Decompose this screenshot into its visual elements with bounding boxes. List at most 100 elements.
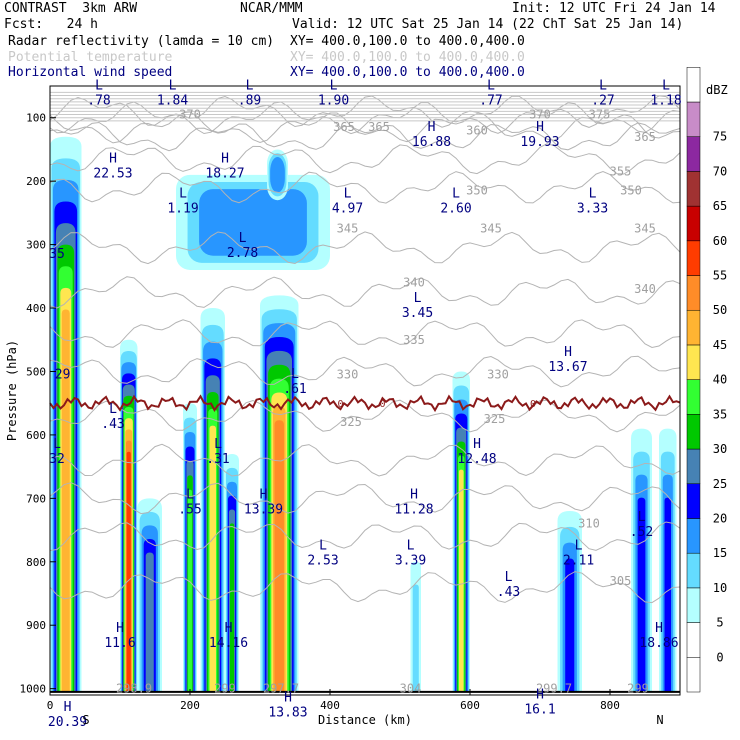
zero-isotherm: 0 0 0	[49, 394, 681, 413]
wind-extremum-30-type: L	[505, 570, 513, 585]
wind-extremum-18-value: .61	[283, 382, 306, 397]
theta-label-25: 304	[400, 682, 422, 696]
wind-extremum-9-type: H	[109, 151, 117, 166]
theta-contour-315	[49, 482, 681, 515]
wind-extremum-16-type: L	[414, 291, 422, 306]
y-tick-label-100: 100	[26, 112, 46, 125]
x-tick-label-0: 0	[47, 699, 54, 712]
wind-extremum-14-value: 3.33	[577, 201, 608, 216]
reflectivity-column-2-band-5	[145, 552, 154, 692]
y-tick-label-700: 700	[26, 492, 46, 505]
colorbar-label-55: 55	[713, 269, 727, 283]
reflectivity-layer-0-band-3	[199, 189, 307, 256]
field-reflectivity-xy: XY= 400.0,100.0 to 400.0,400.0	[290, 34, 525, 49]
reflectivity-column-3-band-7	[188, 489, 192, 692]
colorbar-label-30: 30	[713, 442, 727, 456]
wind-extremum-26-type: L	[638, 510, 646, 525]
reflectivity-column-4-band-8	[209, 425, 216, 692]
y-tick-label-600: 600	[26, 429, 46, 442]
wind-extremum-31-value: 11.6	[104, 636, 135, 651]
y-tick-label-900: 900	[26, 619, 46, 632]
theta-contour-320	[49, 443, 681, 477]
colorbar-label-20: 20	[713, 511, 727, 525]
wind-extremum-15-value: 2.78	[227, 246, 258, 261]
field-theta-name: Potential temperature	[8, 50, 173, 65]
theta-label-10: 345	[337, 222, 359, 236]
wind-extremum-3-value: 1.90	[318, 94, 349, 109]
theta-contour-325	[49, 399, 681, 433]
wind-extremum-1-value: 1.84	[157, 94, 188, 109]
wind-extremum-27-type: L	[319, 538, 327, 553]
wind-extremum-20-type: L	[53, 437, 61, 452]
colorbar-swatch-0	[686, 622, 701, 658]
theta-label-0: 370	[179, 108, 201, 122]
wind-extremum-28-type: L	[407, 538, 415, 553]
y-tick-label-400: 400	[26, 302, 46, 315]
wind-extremum-32-type: H	[225, 621, 233, 636]
y-tick-label-200: 200	[26, 175, 46, 188]
wind-extremum-19-value: .43	[101, 417, 124, 432]
x-axis-title: Distance (km)	[318, 713, 412, 727]
theta-contour-305	[49, 571, 681, 604]
zero-isotherm-label-1: 0	[379, 399, 385, 410]
wind-extremum-22-value: 12.48	[457, 452, 496, 467]
wind-extremum-0-type: L	[95, 79, 103, 94]
wind-extremum-2-type: L	[246, 79, 254, 94]
wind-extremum-12-type: L	[344, 186, 352, 201]
wind-extremum-0-value: .78	[87, 94, 110, 109]
wind-extremum-18-type: L	[291, 367, 299, 382]
wind-extremum-21-type: L	[214, 437, 222, 452]
wind-extremum-34-value: 13.83	[268, 706, 307, 721]
y-tick-label-1000: 1000	[20, 683, 47, 696]
theta-contour-350	[49, 170, 681, 204]
wind-extremum-25-value: 11.28	[394, 503, 433, 518]
plot-border	[49, 85, 681, 696]
theta-label-11: 345	[480, 222, 502, 236]
wind-extremum-24-type: H	[260, 488, 268, 503]
colorbar-label-60: 60	[713, 234, 727, 248]
colorbar-swatch-above	[686, 67, 701, 103]
wind-extremum-2-value: .89	[238, 94, 261, 109]
colorbar-swatch-40	[686, 344, 701, 380]
wind-extremum-17-type: H	[564, 345, 572, 360]
colorbar-swatch-25	[686, 448, 701, 485]
x-tick-label-400: 400	[320, 699, 340, 712]
y-tick-label-500: 500	[26, 365, 46, 378]
wind-extremum-6-value: 1.18	[650, 94, 681, 109]
wind-extremum-10-type: H	[221, 151, 229, 166]
wind-extremum-20-value: 32	[49, 452, 65, 467]
theta-label-24: 297.7	[263, 682, 299, 696]
theta-label-7: 355	[610, 165, 632, 179]
field-wind-name: Horizontal wind speed	[8, 65, 173, 80]
wind-extremum-29-value: 2.11	[563, 553, 594, 568]
colorbar-swatch-55	[686, 240, 701, 276]
theta-contour-330	[49, 355, 681, 388]
colorbar-unit: dBZ	[706, 83, 728, 97]
theta-label-27: 299	[627, 682, 649, 696]
partial-label-0: 35	[49, 247, 65, 262]
wind-extremum-12-value: 4.97	[332, 201, 363, 216]
colorbar-swatch-20	[686, 483, 701, 519]
colorbar-swatch-5	[686, 587, 701, 623]
wind-extremum-25-type: H	[410, 488, 418, 503]
end-label-north: N	[656, 713, 663, 727]
theta-label-5: 375	[589, 108, 611, 122]
theta-label-12: 345	[634, 222, 656, 236]
wind-extremum-4-value: .77	[479, 94, 502, 109]
colorbar-swatch-60	[686, 205, 701, 242]
theta-label-1: 365	[333, 120, 355, 134]
theta-label-22: 298.9	[116, 682, 152, 696]
colorbar-swatch-70	[686, 136, 701, 172]
theta-label-8: 350	[466, 184, 488, 198]
theta-label-4: 370	[529, 108, 551, 122]
wind-extremum-10-value: 18.27	[205, 166, 244, 181]
wind-extremum-33-type: H	[655, 621, 663, 636]
colorbar-swatch-below	[686, 657, 701, 693]
theta-label-17: 330	[487, 368, 509, 382]
wind-extremum-36-type: H	[64, 700, 72, 715]
reflectivity-column-7-band-2	[412, 584, 419, 692]
wind-extremum-5-value: .27	[591, 94, 614, 109]
wind-extremum-8-type: H	[536, 120, 544, 135]
